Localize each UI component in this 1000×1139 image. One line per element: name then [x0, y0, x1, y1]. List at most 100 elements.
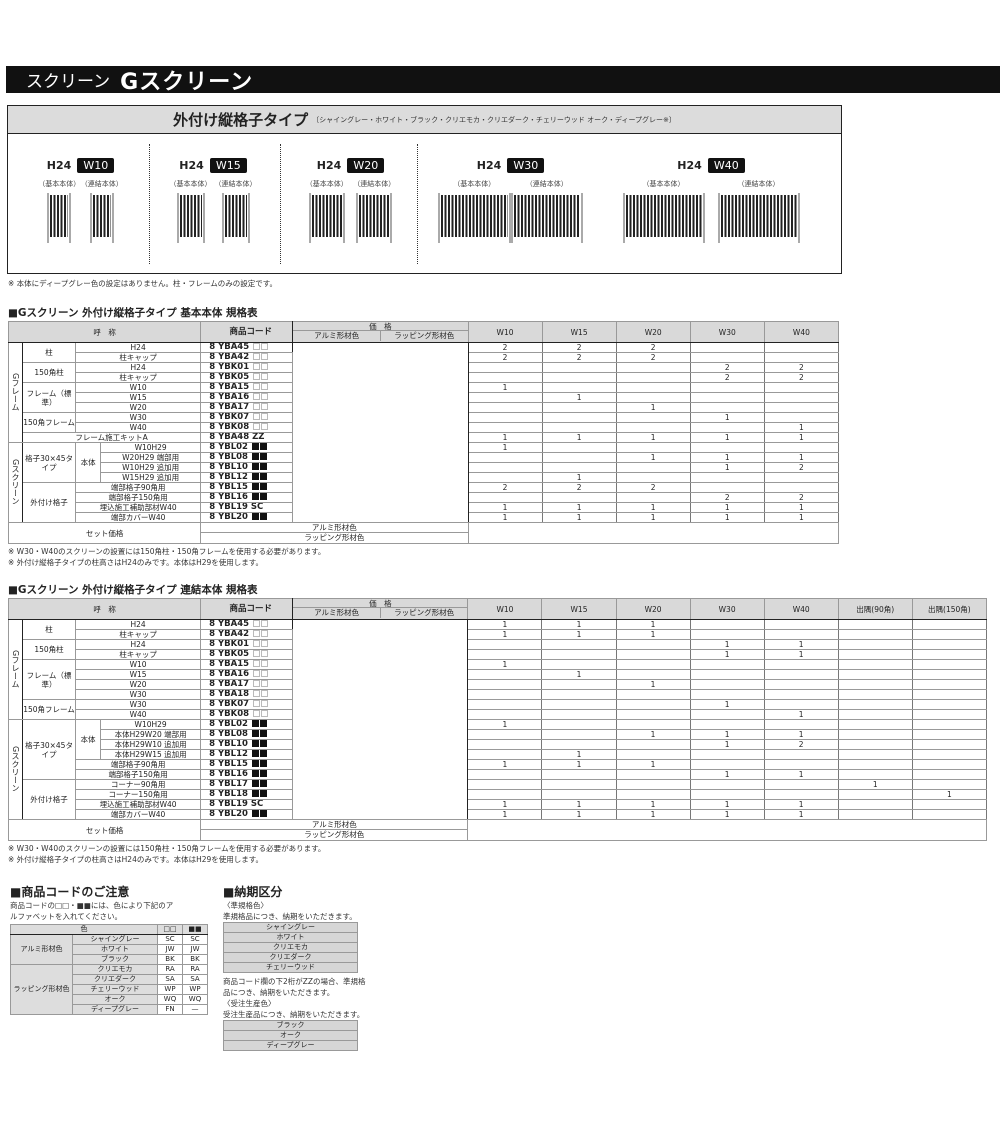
- item-name: W10H29 追加用: [100, 462, 202, 473]
- white-swatch-icon: [261, 393, 269, 400]
- black-swatch-icon: [251, 513, 259, 520]
- quantity-cell: [615, 372, 691, 383]
- code-text: 8 YBK05: [209, 649, 253, 659]
- black-swatch-icon: [251, 720, 259, 727]
- quantity-cell: [911, 679, 988, 690]
- black-swatch-icon: [251, 473, 259, 480]
- quantity-cell: [763, 619, 839, 630]
- sub-label: 150角柱: [22, 362, 77, 383]
- white-swatch-icon: [261, 690, 269, 697]
- quantity-cell: [541, 462, 617, 473]
- black-swatch-icon: [259, 770, 267, 777]
- quantity-cell: 1: [467, 442, 543, 453]
- screen-slats: [441, 195, 508, 237]
- code-suffix: SC: [250, 502, 264, 512]
- product-code: 8 YBA42: [200, 352, 294, 363]
- product-code: 8 YBL15: [200, 482, 294, 493]
- white-swatch-icon: [261, 353, 269, 360]
- delivery-row: シャイングレー: [223, 922, 358, 933]
- black-swatch-icon: [259, 810, 267, 817]
- black-code: RA: [182, 964, 208, 975]
- delivery-row: オーク: [223, 1030, 358, 1041]
- sub2-label: 本体: [75, 719, 102, 760]
- quantity-cell: [763, 412, 840, 423]
- order-colors-table: ブラック オーク ディープグレー: [223, 1020, 358, 1051]
- quantity-cell: [615, 669, 691, 680]
- sub-label: フレーム（標準）: [22, 382, 77, 413]
- item-name: W30: [75, 412, 202, 423]
- white-swatch-icon: [253, 640, 261, 647]
- quantity-cell: 1: [763, 639, 839, 650]
- white-swatch-icon: [253, 393, 261, 400]
- quantity-cell: [467, 412, 543, 423]
- white-swatch-icon: [261, 363, 269, 370]
- header-row: 呼 称商品コード価 格アルミ形材色 ラッピング形材色 W10 W15 W20 W30 W40: [7, 321, 840, 343]
- quantity-cell: [911, 729, 988, 740]
- screen-illustration: [308, 193, 345, 243]
- code-text: 8 YBK07: [209, 699, 253, 709]
- model-pictures: [616, 193, 806, 243]
- quantity-cell: 1: [467, 809, 543, 820]
- delivery-color: ディープグレー: [223, 1040, 358, 1051]
- screen-slats: [513, 195, 580, 237]
- product-code: 8 YBL02: [200, 442, 294, 453]
- product-code: 8 YBL16: [200, 492, 294, 503]
- quantity-cell: 1: [541, 472, 617, 483]
- quantity-cell: [615, 649, 691, 660]
- delivery-row: ディープグレー: [223, 1040, 358, 1051]
- product-code: 8 YBL10: [200, 739, 294, 750]
- quantity-cell: 1: [541, 432, 617, 443]
- quantity-cell: 2: [689, 362, 765, 373]
- price-header-box: 価 格アルミ形材色 ラッピング形材色: [293, 600, 467, 619]
- quantity-cell: [467, 689, 543, 700]
- set-alumi-label: アルミ形材色: [201, 524, 467, 533]
- item-name: 柱キャップ: [75, 372, 202, 383]
- quantity-cell: [763, 759, 839, 770]
- quantity-cell: [467, 362, 543, 373]
- black-swatch-icon: [251, 463, 259, 470]
- item-name: W30: [75, 689, 202, 700]
- quantity-cell: 1: [541, 799, 617, 810]
- black-code: JW: [182, 944, 208, 955]
- quantity-cell: [615, 699, 691, 710]
- white-swatch-icon: [261, 620, 269, 627]
- set-price-box: アルミ形材色 ラッピング形材色: [201, 821, 467, 840]
- quantity-cell: [615, 412, 691, 423]
- quantity-cell: [837, 729, 913, 740]
- quantity-cell: [837, 649, 913, 660]
- screen-slats: [359, 195, 390, 237]
- sub-label: 柱: [21, 619, 77, 640]
- product-code: 8 YBA16: [200, 669, 294, 680]
- product-code: 8 YBL12: [200, 472, 294, 483]
- delivery-color: チェリーウッド: [223, 962, 358, 973]
- quantity-cell: 2: [763, 739, 839, 750]
- product-code: 8 YBA42: [200, 629, 294, 640]
- model-w20: H24 W20 （基本本体） （連結本体）: [303, 158, 398, 243]
- white-swatch-icon: [261, 423, 269, 430]
- item-name: 端部カバーW40: [75, 512, 202, 523]
- basic-spec-table: 呼 称商品コード価 格アルミ形材色 ラッピング形材色 W10 W15 W20 W30 W40…: [7, 321, 840, 544]
- name-header: 呼 称: [7, 321, 202, 343]
- quantity-cell: 1: [615, 512, 691, 523]
- quantity-cell: [615, 689, 691, 700]
- price-cell: [292, 619, 469, 820]
- model-label: （基本本体）: [169, 180, 212, 188]
- quantity-cell: [763, 659, 839, 670]
- quantity-cell: 1: [911, 789, 988, 800]
- name-header: 呼 称: [7, 598, 202, 620]
- wrapping-label: ラッピング形材色: [394, 331, 455, 340]
- model-labels: （基本本体） （連結本体）: [438, 179, 583, 189]
- quantity-cell: [467, 492, 543, 503]
- item-name: 端部カバーW40: [75, 809, 202, 820]
- quantity-cell: 1: [763, 729, 839, 740]
- black-swatch-icon: [259, 473, 267, 480]
- black-swatch-icon: [259, 483, 267, 490]
- item-name: H24: [75, 362, 202, 373]
- quantity-cell: [837, 719, 913, 730]
- quantity-cell: 2: [467, 482, 543, 493]
- quantity-cell: [615, 719, 691, 730]
- sub-label: フレーム（標準）: [21, 659, 77, 700]
- delivery-section: ■納期区分 〈準規格色〉 準規格品につき、納期をいただきます。 シャイングレーホ…: [223, 883, 368, 1051]
